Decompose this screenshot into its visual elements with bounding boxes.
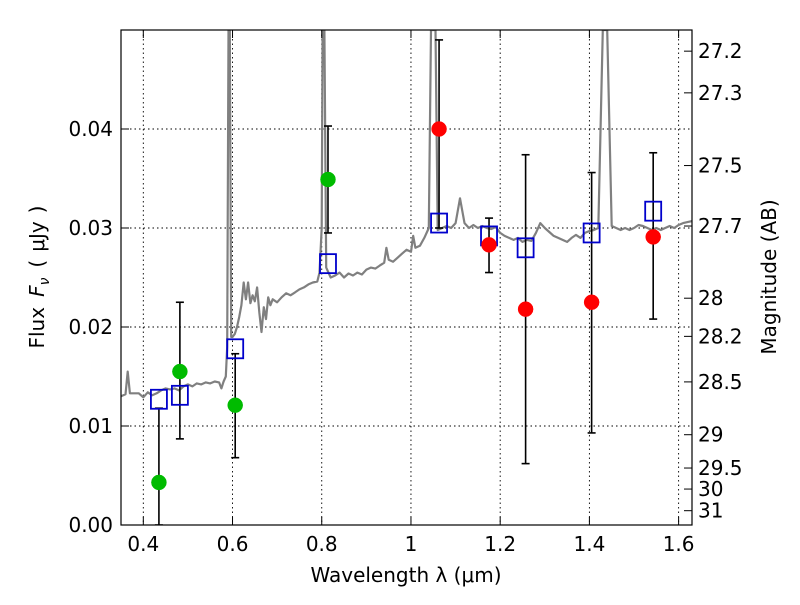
green-point-marker (151, 474, 167, 491)
y-axis-label: Flux Fν ( μJy) (25, 205, 53, 348)
red-point-marker (517, 301, 534, 317)
model-square-marker (430, 212, 448, 234)
x-tick-label: 1 (405, 532, 418, 556)
y-tick-label: 0.03 (68, 216, 113, 240)
y-label-close: ) (25, 205, 49, 213)
x-tick-label: 1.4 (573, 532, 605, 556)
marker-layer (150, 121, 663, 491)
y2-axis-label: Magnitude (AB) (757, 199, 781, 354)
model-square-marker (516, 237, 535, 259)
mag-tick-label: 28.5 (698, 370, 743, 394)
green-point-marker (320, 171, 336, 188)
mag-tick-label: 29 (698, 423, 723, 447)
y-tick-label: 0.02 (68, 315, 113, 339)
model-square-marker (170, 384, 189, 406)
mag-tick-label: 27.7 (698, 214, 743, 238)
plot-area (121, 30, 692, 525)
mag-tick-label: 28 (698, 286, 723, 310)
grid (121, 30, 692, 526)
y-tick-label: 0.00 (68, 513, 113, 537)
x-tick-label: 0.4 (127, 532, 159, 556)
mag-tick-label: 30 (698, 477, 723, 501)
x-tick-label: 0.8 (306, 532, 338, 556)
red-point-marker (431, 121, 447, 137)
model-square-marker (582, 222, 601, 244)
y-tick-label: 0.04 (68, 117, 113, 141)
model-square-marker (226, 338, 245, 360)
x-tick-label: 0.6 (217, 532, 249, 556)
mag-tick-label: 29.5 (698, 456, 743, 480)
green-point-marker (172, 363, 188, 380)
plot-background (121, 30, 692, 525)
axes: 0.4 0.6 0.8 1 1.2 1.4 1.6 0.00 0.01 0.02 0.03 0.04 2… (68, 30, 743, 556)
y-tick-label: 0.01 (68, 414, 113, 438)
spectrum-line (121, 30, 692, 399)
y-label-nu: ν (37, 277, 53, 285)
mag-tick-label: 27.2 (698, 39, 743, 63)
plot-frame (120, 29, 693, 526)
mag-tick-label: 31 (698, 499, 723, 523)
green-point-marker (227, 397, 243, 413)
spectrum-layer (121, 30, 692, 399)
mag-tick-label: 28.2 (698, 324, 743, 348)
mag-tick-label: 27.5 (698, 154, 743, 178)
red-point-marker (481, 237, 497, 253)
model-square-marker (644, 200, 663, 222)
x-axis-label: Wavelength λ (μm) (310, 563, 501, 587)
y-label-open: ( (25, 260, 49, 268)
x-tick-label: 1.2 (484, 532, 516, 556)
model-square-marker (319, 253, 337, 275)
y-label-f: F (25, 285, 49, 297)
mag-tick-label: 27.3 (698, 81, 743, 105)
y-label-unit: μJy (25, 221, 49, 252)
y-label-flux: Flux (25, 307, 49, 349)
x-tick-label: 1.6 (663, 532, 695, 556)
red-point-marker (583, 294, 600, 310)
model-square-marker (150, 388, 168, 410)
red-point-marker (645, 229, 661, 245)
